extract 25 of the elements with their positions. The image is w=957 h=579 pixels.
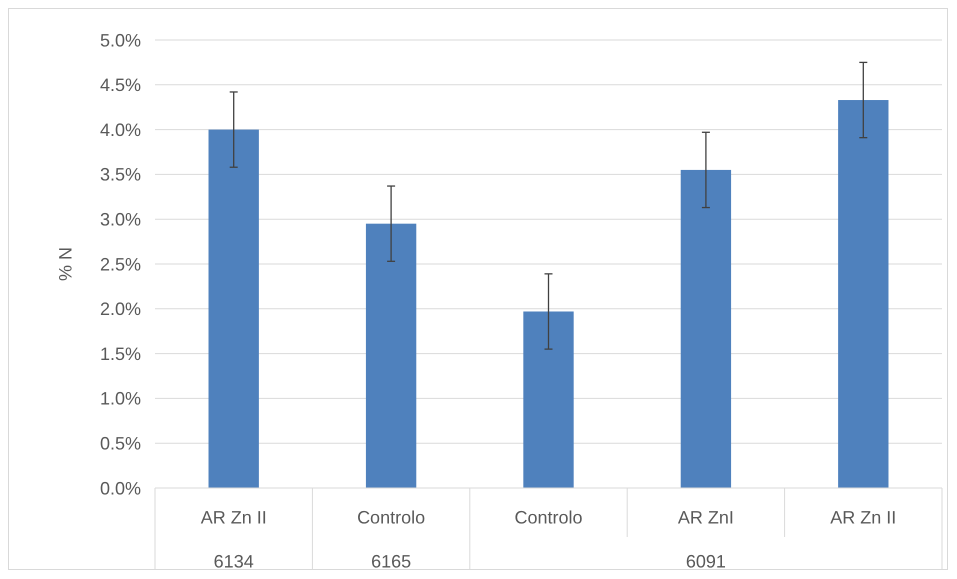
y-tick-label: 2.0%: [100, 299, 141, 320]
y-tick-label: 0.5%: [100, 434, 141, 454]
y-axis-title: % N: [55, 246, 76, 282]
text: 6165: [371, 551, 412, 572]
x-tick-label: AR ZnI: [678, 507, 734, 528]
x-tick-label: Controlo: [514, 507, 583, 528]
y-tick-label: 4.0%: [100, 120, 141, 140]
bar: [208, 130, 259, 488]
x-tick-label: AR Zn II: [830, 507, 896, 528]
x-tick-label: AR Zn II: [200, 507, 267, 528]
y-tick-label: 2.5%: [100, 254, 141, 274]
y-tick-label: 3.5%: [100, 164, 141, 185]
bar: [838, 100, 888, 488]
bar: [523, 311, 574, 488]
y-tick-label: 0.0%: [100, 478, 141, 498]
bar: [366, 224, 416, 488]
text: 6091: [686, 551, 726, 572]
x-tick-label: Controlo: [357, 507, 426, 528]
y-tick-label: 5.0%: [100, 30, 141, 50]
y-tick-label: 1.5%: [100, 344, 141, 364]
y-tick-label: 4.5%: [100, 75, 141, 96]
bar: [680, 170, 732, 488]
y-tick-label: 3.0%: [100, 210, 141, 230]
y-tick-label: 1.0%: [100, 388, 141, 409]
text: 6134: [214, 551, 254, 572]
